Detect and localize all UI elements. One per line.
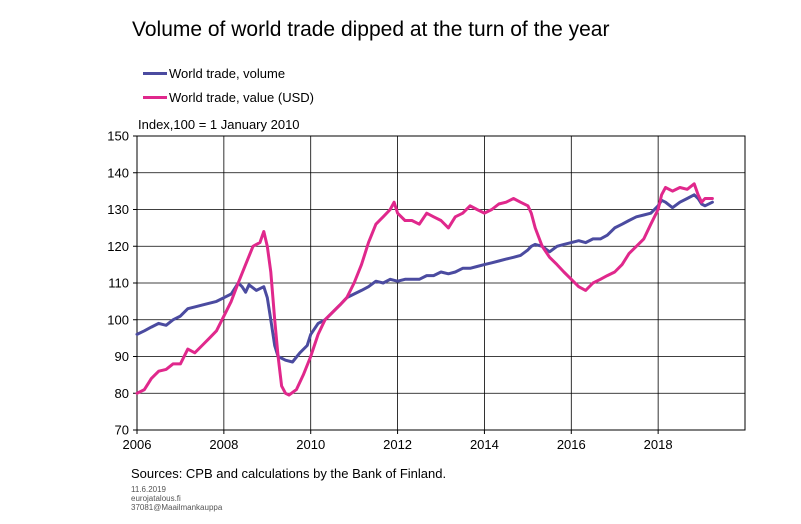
legend-swatch-value [143, 95, 167, 99]
chart-title: Volume of world trade dipped at the turn… [132, 18, 610, 41]
footer-date: 11.6.2019 [131, 485, 166, 494]
x-tick-label: 2014 [470, 437, 499, 452]
y-tick-label: 70 [115, 423, 129, 438]
y-axis-unit-label: Index,100 = 1 January 2010 [138, 117, 300, 132]
x-tick-label: 2012 [383, 437, 412, 452]
y-tick-label: 80 [115, 386, 129, 401]
legend-label-volume: World trade, volume [169, 65, 286, 81]
y-tick-label: 110 [108, 276, 129, 291]
y-tick-label: 100 [107, 312, 129, 327]
footer-code: 37081@Maailmankauppa [131, 503, 223, 512]
x-tick-label: 2010 [296, 437, 325, 452]
legend-item-volume: World trade, volume [143, 64, 285, 82]
y-tick-label: 140 [107, 165, 129, 180]
series-line-volume [135, 193, 714, 364]
legend-item-value: World trade, value (USD) [143, 88, 314, 106]
legend-swatch-volume [143, 71, 167, 75]
x-tick-label: 2018 [644, 437, 673, 452]
y-tick-label: 150 [107, 129, 129, 144]
x-tick-label: 2016 [557, 437, 586, 452]
series-line-value [135, 182, 714, 397]
y-tick-label: 120 [107, 239, 129, 254]
y-tick-label: 130 [107, 202, 129, 217]
x-tick-label: 2008 [209, 437, 238, 452]
legend-label-value: World trade, value (USD) [169, 89, 314, 105]
footer-site: eurojatalous.fi [131, 494, 181, 503]
y-tick-label: 90 [115, 349, 129, 364]
plot-frame [136, 135, 746, 431]
source-note: Sources: CPB and calculations by the Ban… [131, 466, 447, 481]
x-tick-label: 2006 [123, 437, 152, 452]
